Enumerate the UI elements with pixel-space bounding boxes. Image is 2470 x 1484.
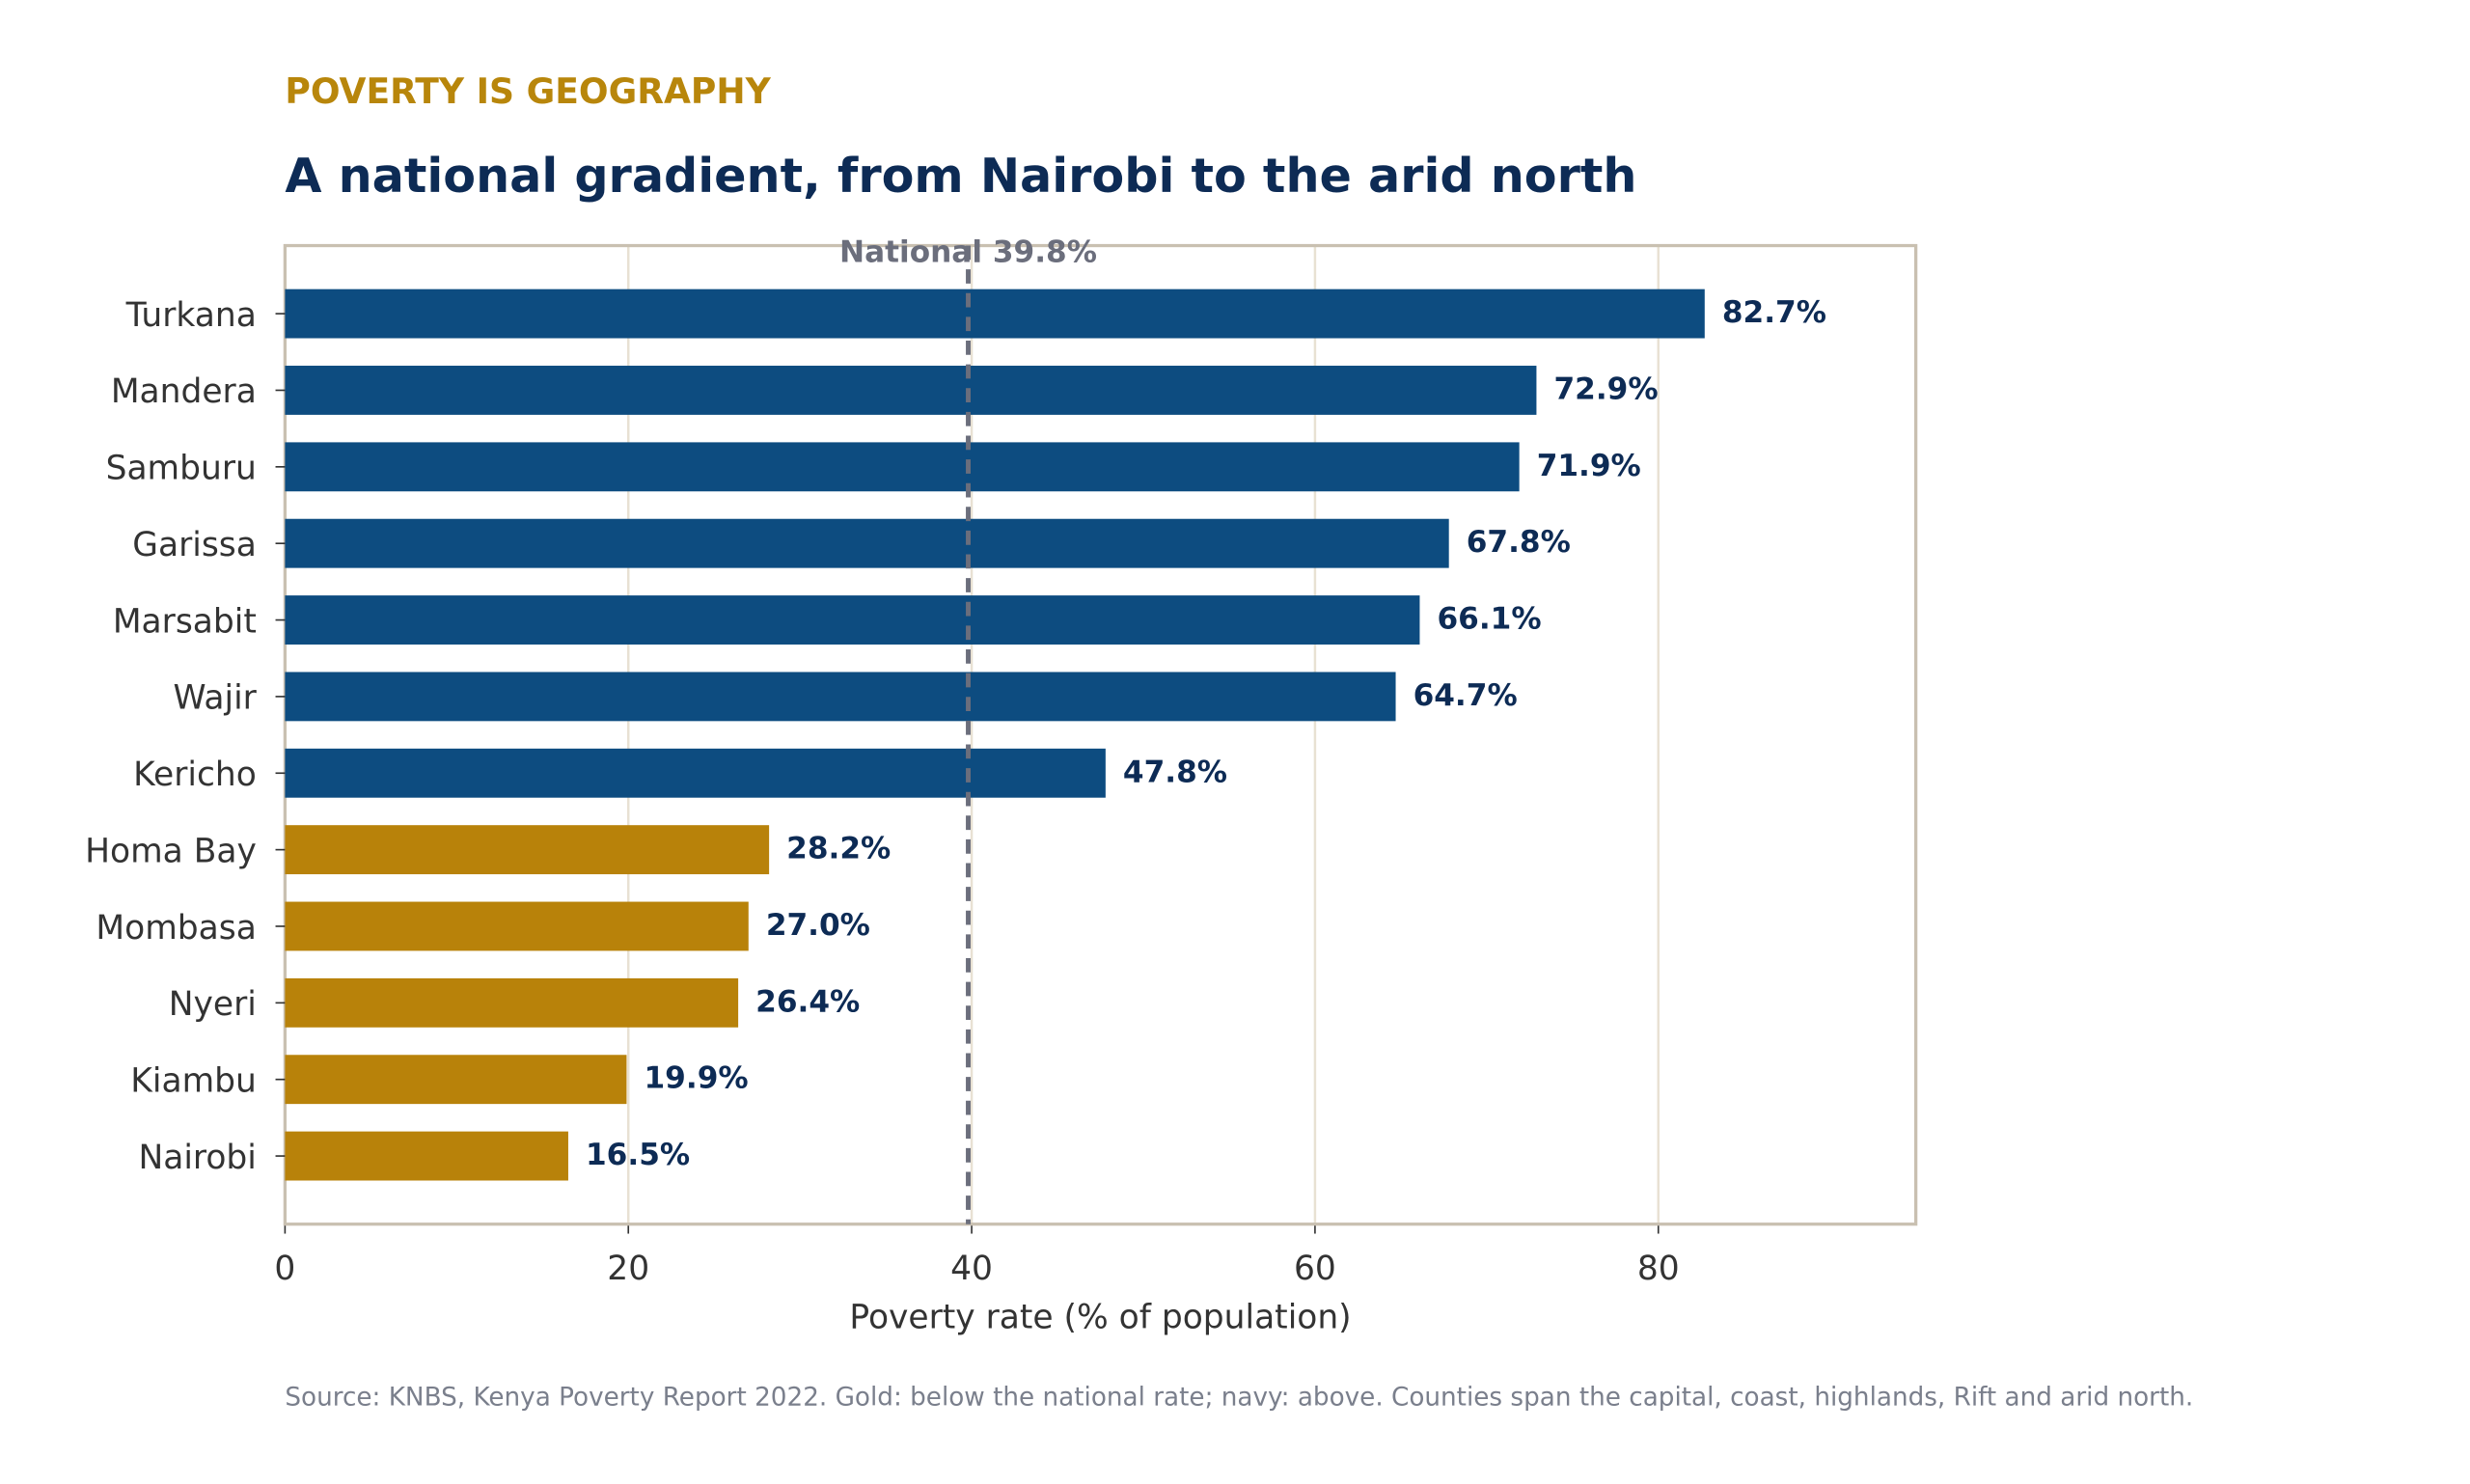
y-tick-label: Samburu [106,450,257,488]
value-label: 28.2% [786,832,891,866]
source-note: Source: KNBS, Kenya Poverty Report 2022.… [285,1384,2193,1413]
value-label: 19.9% [645,1061,749,1096]
bar [285,672,1396,722]
bar [285,901,749,951]
bar [285,442,1520,492]
bar [285,289,1705,339]
bar [285,825,770,875]
value-label: 66.1% [1437,602,1541,637]
y-tick-label: Homa Bay [85,832,257,870]
x-tick-label: 80 [1637,1250,1680,1288]
y-tick-label: Kericho [133,756,257,794]
bar [285,977,739,1028]
plot-frame [283,243,1918,1226]
x-tick-label: 60 [1294,1250,1336,1288]
chart-title: A national gradient, from Nairobi to the… [285,148,1636,204]
value-label: 71.9% [1537,449,1641,483]
y-tick-label: Mandera [111,372,257,411]
value-label: 16.5% [586,1138,690,1172]
value-label: 47.8% [1123,755,1227,789]
y-tick-label: Marsabit [113,602,257,641]
y-tick-label: Kiambu [130,1061,257,1100]
reference-label: National 39.8% [839,235,1097,270]
bar [285,1055,627,1105]
y-tick-label: Garissa [132,526,257,564]
y-tick-label: Wajir [174,679,258,718]
kicker: POVERTY IS GEOGRAPHY [285,70,771,112]
y-tick-label: Turkana [125,296,257,335]
value-label: 82.7% [1722,295,1826,330]
x-tick-label: 0 [274,1250,295,1288]
x-tick-label: 20 [607,1250,649,1288]
x-axis-label: Poverty rate (% of population) [849,1299,1351,1337]
value-label: 27.0% [766,908,870,943]
value-label: 26.4% [755,984,860,1019]
value-label: 67.8% [1467,525,1571,560]
value-label: 64.7% [1413,678,1518,713]
bar [285,518,1449,568]
bar [285,366,1537,415]
x-tick-label: 40 [950,1250,993,1288]
y-tick-label: Nairobi [138,1139,256,1177]
y-tick-label: Nyeri [169,985,257,1024]
value-label: 72.9% [1553,371,1658,406]
bar [285,595,1420,645]
bar [285,1131,568,1181]
bar [285,748,1106,798]
y-tick-label: Mombasa [96,909,256,948]
